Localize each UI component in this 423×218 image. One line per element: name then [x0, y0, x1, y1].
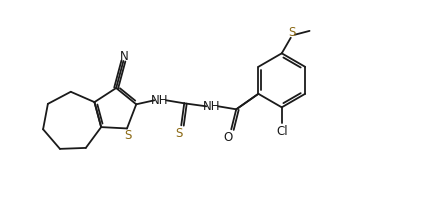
Text: S: S: [176, 127, 183, 140]
Text: N: N: [120, 50, 129, 63]
Text: Cl: Cl: [276, 125, 288, 138]
Text: O: O: [224, 131, 233, 144]
Text: S: S: [288, 26, 295, 39]
Text: NH: NH: [151, 94, 168, 107]
Text: S: S: [124, 129, 132, 142]
Text: NH: NH: [203, 100, 220, 113]
